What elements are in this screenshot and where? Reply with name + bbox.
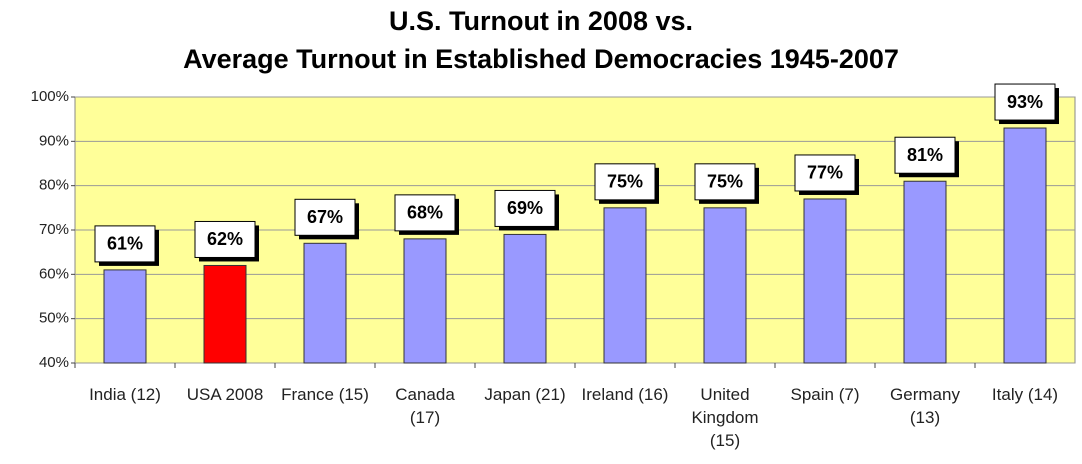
bar: [603, 207, 647, 364]
label-box: [194, 220, 256, 258]
label-box: [694, 163, 756, 201]
label-box: [394, 194, 456, 232]
y-tick-label: 90%: [39, 132, 69, 149]
bar: [303, 242, 347, 364]
y-tick-label: 50%: [39, 310, 69, 327]
label-box: [294, 198, 356, 236]
y-tick-label: 100%: [31, 88, 69, 105]
chart-title: U.S. Turnout in 2008 vs.: [388, 6, 694, 36]
label-box: [494, 189, 556, 227]
x-tick-label: Italy (14): [991, 385, 1059, 404]
chart-title: Average Turnout in Established Democraci…: [183, 44, 899, 74]
label-box: [894, 136, 956, 174]
label-box: [594, 163, 656, 201]
y-tick-label: 80%: [39, 177, 69, 194]
data-label: 93%: [1007, 92, 1043, 112]
data-label: 77%: [807, 163, 843, 183]
x-tick-label: USA 2008: [186, 385, 264, 404]
x-tick-label: Germany (13): [890, 385, 960, 427]
y-tick-label: 40%: [39, 354, 69, 371]
data-label: 67%: [307, 207, 343, 227]
bar: [903, 180, 947, 364]
data-label: 68%: [407, 203, 443, 223]
label-box: [794, 154, 856, 192]
x-tick-label: Japan (21): [484, 385, 566, 404]
bar: [403, 238, 447, 364]
label-box: [94, 225, 156, 263]
x-tick-label: Ireland (16): [581, 385, 669, 404]
y-tick-label: 70%: [39, 221, 69, 238]
bar: [503, 233, 547, 364]
bar: [103, 269, 147, 364]
data-label: 75%: [607, 172, 643, 192]
data-label: 81%: [907, 145, 943, 165]
y-tick-label: 60%: [39, 265, 69, 282]
data-label: 62%: [207, 229, 243, 249]
x-tick-label: France (15): [281, 385, 369, 404]
bar: [203, 264, 247, 364]
data-label: 61%: [107, 234, 143, 254]
bar: [703, 207, 747, 364]
data-label: 69%: [507, 198, 543, 218]
bar: [803, 198, 847, 364]
x-tick-label: India (12): [89, 385, 161, 404]
label-box: [994, 83, 1056, 121]
data-label: 75%: [707, 172, 743, 192]
x-tick-label: Spain (7): [790, 385, 860, 404]
x-tick-label: Canada (17): [395, 385, 455, 427]
bar: [1003, 127, 1047, 364]
x-tick-label: United Kingdom (15): [691, 385, 759, 450]
